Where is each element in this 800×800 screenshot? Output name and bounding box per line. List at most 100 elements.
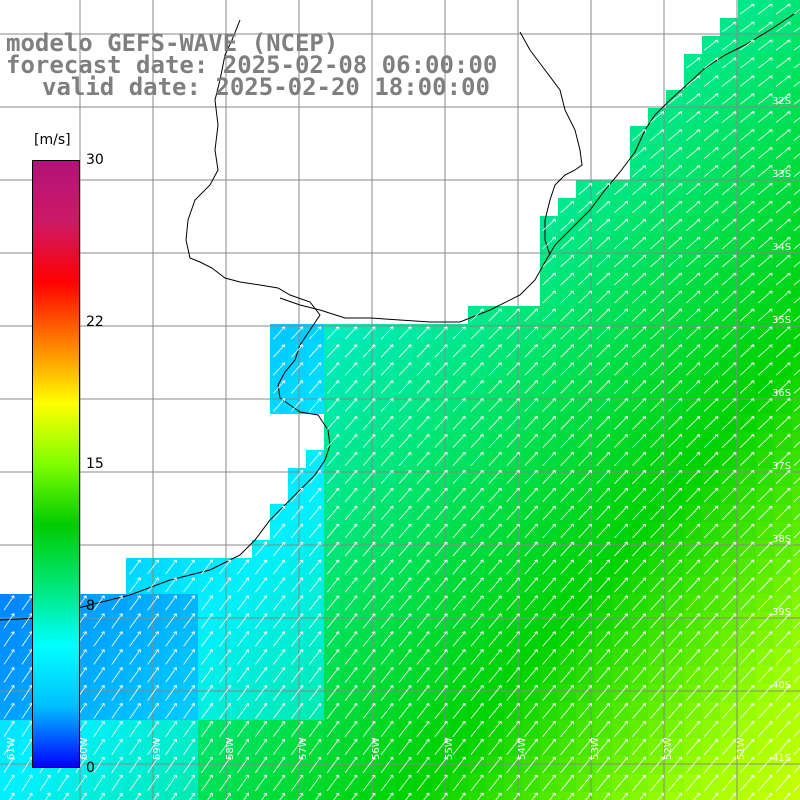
- wind-arrow: [470, 541, 484, 557]
- wind-arrow: [686, 272, 701, 286]
- wind-arrow: [524, 451, 538, 466]
- wind-arrow: [632, 559, 646, 575]
- wind-arrow: [255, 720, 268, 737]
- wind-arrow: [775, 685, 791, 701]
- wind-arrow: [183, 738, 195, 756]
- wind-arrow: [470, 774, 484, 792]
- wind-arrow: [93, 613, 105, 629]
- wind-arrow: [585, 792, 592, 800]
- wind-arrow: [255, 649, 268, 665]
- wind-arrow: [219, 667, 231, 683]
- wind-arrow: [596, 326, 610, 340]
- wind-arrow: [685, 326, 701, 340]
- wind-arrow: [757, 362, 773, 376]
- wind-arrow: [117, 792, 123, 800]
- wind-arrow: [147, 685, 159, 701]
- wind-arrow: [757, 21, 773, 33]
- wind-arrow: [165, 667, 177, 683]
- wind-arrow: [506, 523, 520, 539]
- wind-arrow: [506, 398, 520, 412]
- wind-arrow: [398, 362, 412, 376]
- wind-arrow: [668, 218, 683, 232]
- wind-arrow: [290, 631, 304, 647]
- wind-arrow: [308, 469, 322, 485]
- field-cell: [270, 792, 288, 800]
- wind-arrow: [147, 756, 159, 774]
- wind-arrow: [721, 272, 737, 286]
- wind-arrow: [398, 487, 412, 503]
- wind-arrow: [578, 577, 592, 593]
- wind-arrow: [237, 649, 250, 665]
- wind-arrow: [225, 792, 231, 800]
- wind-arrow: [739, 577, 755, 593]
- wind-arrow: [488, 523, 502, 539]
- wind-arrow: [165, 577, 177, 593]
- wind-arrow: [650, 523, 665, 539]
- wind-arrow: [398, 344, 412, 358]
- wind-arrow: [721, 93, 737, 105]
- wind-arrow: [668, 685, 683, 701]
- field-cell: [792, 630, 800, 648]
- wind-arrow: [685, 559, 701, 575]
- wind-arrow: [308, 487, 322, 503]
- wind-arrow: [596, 218, 610, 232]
- wind-arrow: [560, 487, 574, 503]
- wind-arrow: [380, 595, 394, 611]
- wind-arrow: [650, 182, 665, 196]
- field-cell: [792, 54, 800, 72]
- wind-arrow: [207, 792, 213, 800]
- wind-arrow: [650, 344, 665, 358]
- wind-arrow: [578, 380, 592, 394]
- wind-arrow: [703, 416, 719, 430]
- wind-arrow: [739, 649, 755, 665]
- wind-arrow: [524, 487, 538, 503]
- wind-arrow: [721, 774, 737, 792]
- wind-arrow: [470, 577, 484, 593]
- wind-arrow: [362, 738, 376, 756]
- wind-arrow: [685, 451, 701, 467]
- wind-arrow: [21, 774, 33, 792]
- wind-arrow: [668, 631, 683, 647]
- wind-arrow: [721, 649, 737, 665]
- wind-arrow: [129, 756, 141, 774]
- wind-arrow: [470, 685, 484, 701]
- wind-arrow: [775, 505, 791, 521]
- latitude-label: 37S: [772, 461, 791, 472]
- wind-arrow: [739, 631, 755, 647]
- wind-arrow: [380, 469, 394, 485]
- wind-arrow: [668, 398, 683, 412]
- wind-arrow: [398, 469, 412, 485]
- wind-arrow: [668, 613, 683, 629]
- wind-arrow: [524, 559, 538, 575]
- wind-arrow: [308, 774, 322, 792]
- colorbar-tick: 8: [86, 597, 95, 614]
- wind-arrow: [129, 649, 141, 665]
- wind-arrow: [668, 541, 683, 557]
- field-cell: [72, 792, 90, 800]
- wind-arrow: [578, 738, 592, 756]
- wind-arrow: [488, 720, 502, 737]
- wind-arrow: [452, 702, 466, 719]
- wind-arrow: [434, 416, 448, 430]
- wind-arrow: [650, 667, 665, 683]
- wind-arrow: [380, 685, 394, 701]
- wind-arrow: [290, 380, 304, 394]
- wind-arrow: [614, 649, 628, 665]
- wind-arrow: [308, 577, 322, 593]
- wind-arrow: [362, 505, 376, 521]
- wind-arrow: [793, 117, 800, 123]
- wind-arrow: [398, 577, 412, 593]
- wind-arrow: [686, 93, 701, 105]
- wind-arrow: [542, 613, 556, 629]
- wind-arrow: [380, 720, 394, 737]
- wind-arrow: [721, 75, 737, 87]
- wind-arrow: [703, 164, 719, 177]
- wind-arrow: [290, 344, 304, 358]
- wind-arrow: [650, 129, 665, 141]
- wind-arrow: [452, 416, 466, 430]
- wind-arrow: [524, 433, 538, 448]
- wind-arrow: [596, 272, 610, 286]
- wind-arrow: [93, 774, 105, 792]
- wind-arrow: [452, 362, 466, 376]
- axis-labels: 61W 60W 59W 58W 57W 56W 55W 54W 53W 52W 51W 32S 33S 3…: [6, 96, 791, 764]
